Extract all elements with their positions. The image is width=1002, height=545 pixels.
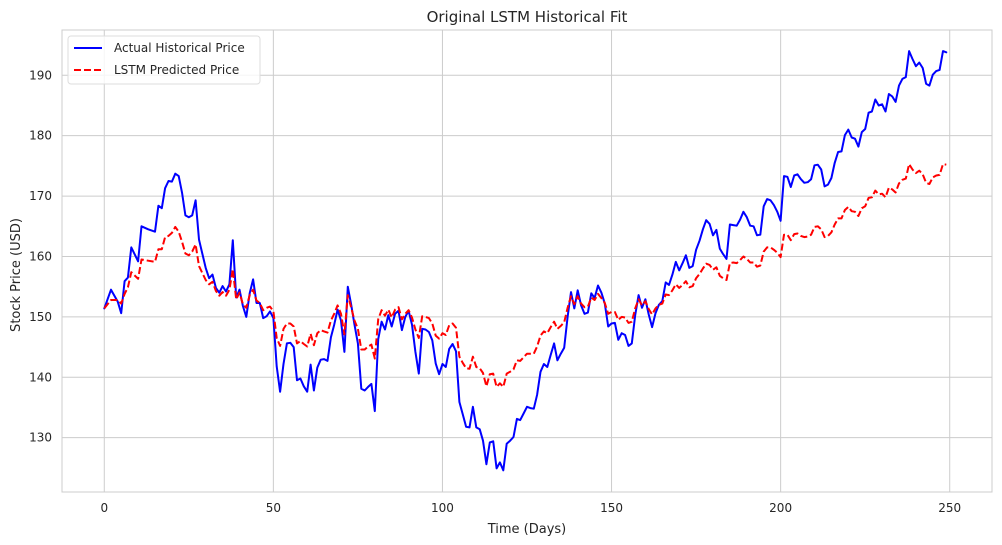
plot-area	[61, 29, 993, 493]
y-axis-label: Stock Price (USD)	[9, 218, 24, 332]
y-tick-label: 130	[29, 431, 52, 445]
y-tick-label: 180	[29, 129, 52, 143]
chart-title: Original LSTM Historical Fit	[427, 8, 628, 26]
x-tick-label: 200	[769, 501, 792, 515]
y-tick-label: 140	[29, 370, 52, 384]
legend-label-predicted: LSTM Predicted Price	[114, 63, 239, 77]
series-actual-line	[103, 50, 948, 472]
y-tick-label: 170	[29, 189, 52, 203]
x-tick-label: 250	[938, 501, 961, 515]
x-tick-label: 100	[431, 501, 454, 515]
x-axis-label: Time (Days)	[487, 522, 567, 537]
x-axis-ticks: 0 50 100 150 200 250	[100, 501, 961, 515]
series-predicted-line	[103, 163, 947, 388]
x-tick-label: 50	[266, 501, 281, 515]
y-axis-ticks: 130 140 150 160 170 180 190	[29, 68, 52, 444]
y-tick-label: 160	[29, 249, 52, 263]
y-tick-label: 190	[29, 68, 52, 82]
legend-label-actual: Actual Historical Price	[114, 41, 245, 55]
x-tick-label: 0	[100, 501, 108, 515]
y-tick-label: 150	[29, 310, 52, 324]
legend: Actual Historical Price LSTM Predicted P…	[67, 35, 261, 85]
legend-box	[67, 35, 261, 85]
series-lines	[103, 50, 948, 472]
x-tick-label: 150	[600, 501, 623, 515]
grid-lines	[62, 30, 992, 492]
